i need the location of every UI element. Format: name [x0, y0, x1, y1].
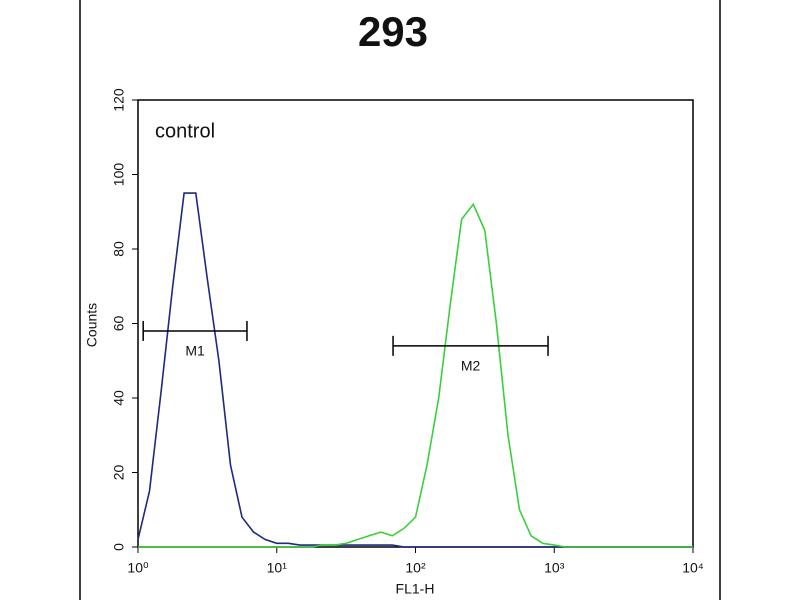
plot-frame — [137, 99, 694, 548]
chart-title: 293 — [358, 8, 428, 55]
x-tick-label: 10⁴ — [682, 560, 704, 576]
x-tick-label: 10⁰ — [127, 560, 149, 576]
y-tick-label: 120 — [111, 88, 127, 112]
annotation: control — [155, 120, 215, 142]
y-tick-label: 60 — [111, 316, 127, 332]
x-tick-label: 10³ — [544, 560, 565, 576]
y-axis-label: Counts — [84, 303, 100, 347]
y-tick-label: 80 — [111, 241, 127, 257]
y-tick-label: 20 — [111, 465, 127, 481]
x-tick-label: 10² — [405, 560, 426, 576]
histogram-line — [138, 202, 693, 548]
histogram-line — [137, 192, 693, 548]
marker-label: M1 — [185, 343, 205, 359]
x-tick-label: 10¹ — [267, 560, 288, 576]
marker-label: M2 — [461, 358, 481, 374]
y-tick-label: 0 — [111, 543, 127, 551]
x-axis-label: FL1-H — [396, 581, 435, 597]
y-tick-label: 40 — [111, 390, 127, 406]
y-tick-label: 100 — [111, 163, 127, 187]
